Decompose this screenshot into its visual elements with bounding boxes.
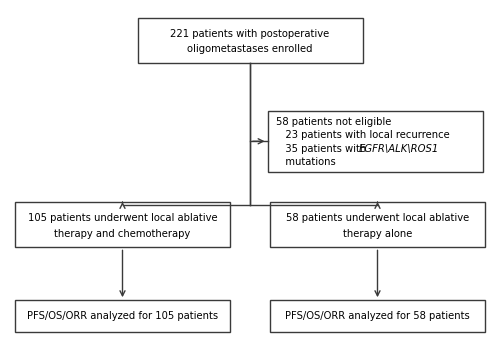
Bar — [270, 202, 485, 247]
Text: oligometastases enrolled: oligometastases enrolled — [187, 45, 313, 54]
Bar — [268, 111, 482, 172]
Text: therapy and chemotherapy: therapy and chemotherapy — [54, 229, 190, 239]
Text: PFS/OS/ORR analyzed for 58 patients: PFS/OS/ORR analyzed for 58 patients — [285, 311, 470, 321]
Bar — [15, 202, 230, 247]
Text: 23 patients with local recurrence: 23 patients with local recurrence — [276, 130, 450, 140]
Text: 35 patients with: 35 patients with — [276, 144, 370, 154]
Text: 221 patients with postoperative: 221 patients with postoperative — [170, 28, 330, 39]
Bar — [270, 300, 485, 332]
Text: 105 patients underwent local ablative: 105 patients underwent local ablative — [28, 213, 218, 223]
Text: 58 patients not eligible: 58 patients not eligible — [276, 117, 392, 127]
Text: EGFR\ALK\ROS1: EGFR\ALK\ROS1 — [359, 144, 439, 154]
Bar — [15, 300, 230, 332]
Text: therapy alone: therapy alone — [343, 229, 412, 239]
Text: 58 patients underwent local ablative: 58 patients underwent local ablative — [286, 213, 469, 223]
Text: PFS/OS/ORR analyzed for 105 patients: PFS/OS/ORR analyzed for 105 patients — [27, 311, 218, 321]
Bar — [138, 18, 362, 63]
Text: mutations: mutations — [276, 157, 336, 167]
